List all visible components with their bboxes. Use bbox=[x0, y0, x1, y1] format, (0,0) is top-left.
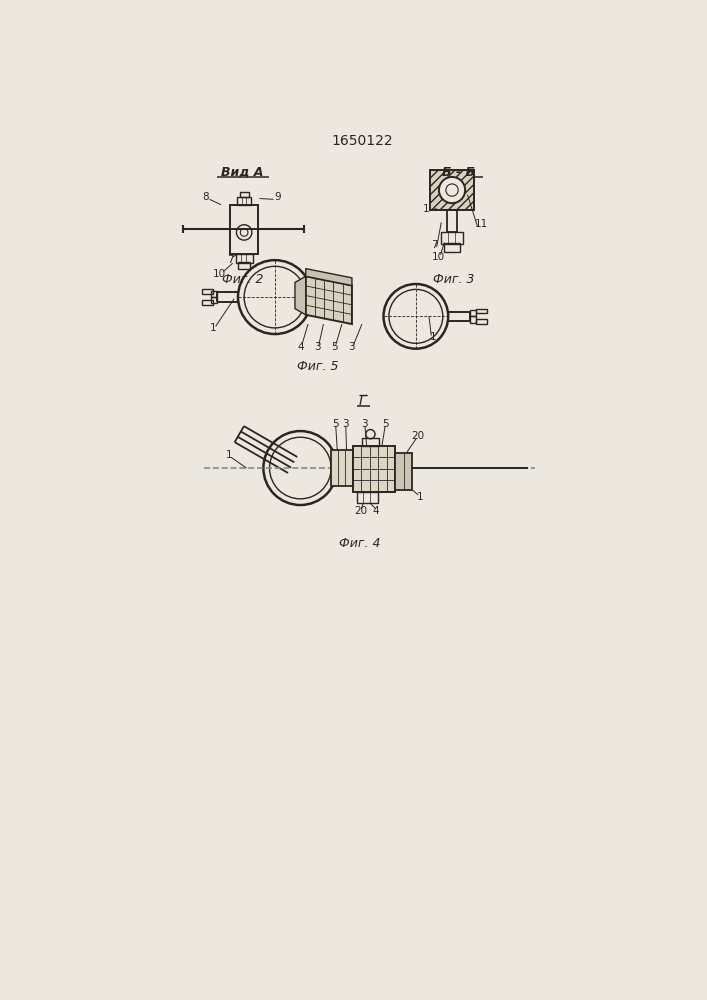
Circle shape bbox=[439, 177, 465, 203]
Bar bbox=[238, 262, 250, 269]
Text: Фиг. 5: Фиг. 5 bbox=[296, 360, 338, 373]
Bar bbox=[444, 243, 460, 252]
Bar bbox=[476, 309, 486, 313]
Bar bbox=[395, 453, 412, 490]
Text: 3: 3 bbox=[349, 342, 355, 352]
Text: 7: 7 bbox=[431, 240, 438, 250]
Text: 3: 3 bbox=[361, 419, 368, 429]
Bar bbox=[211, 297, 217, 303]
Bar bbox=[230, 205, 258, 254]
Polygon shape bbox=[305, 269, 352, 286]
Text: 7: 7 bbox=[227, 255, 233, 265]
Text: 3: 3 bbox=[341, 419, 349, 429]
Text: 3: 3 bbox=[314, 342, 320, 352]
Bar bbox=[238, 197, 251, 205]
Text: 5: 5 bbox=[382, 419, 388, 429]
Text: Фиг. 4: Фиг. 4 bbox=[339, 537, 380, 550]
Text: 10: 10 bbox=[213, 269, 226, 279]
Bar bbox=[469, 310, 476, 316]
Text: 20: 20 bbox=[354, 506, 367, 516]
Bar bbox=[201, 300, 213, 305]
Bar bbox=[447, 210, 457, 232]
Bar bbox=[240, 192, 249, 197]
Bar bbox=[476, 319, 486, 324]
Text: 1650122: 1650122 bbox=[332, 134, 394, 148]
Bar bbox=[331, 450, 353, 486]
Polygon shape bbox=[305, 276, 352, 324]
Text: 10: 10 bbox=[431, 252, 445, 262]
Text: Б - Б: Б - Б bbox=[442, 166, 474, 179]
Polygon shape bbox=[295, 276, 305, 315]
Text: 11: 11 bbox=[474, 219, 488, 229]
Text: Г: Г bbox=[359, 394, 367, 408]
Text: 5: 5 bbox=[331, 342, 337, 352]
Bar bbox=[469, 316, 476, 323]
Bar bbox=[362, 438, 379, 446]
Text: 1: 1 bbox=[226, 450, 232, 460]
Bar bbox=[353, 446, 395, 492]
Text: 1: 1 bbox=[210, 323, 216, 333]
Bar bbox=[201, 289, 213, 294]
Bar bbox=[441, 232, 463, 244]
Text: 1: 1 bbox=[423, 204, 429, 214]
Text: 8: 8 bbox=[202, 192, 209, 202]
Text: Фиг. 3: Фиг. 3 bbox=[433, 273, 474, 286]
Bar bbox=[431, 170, 474, 210]
Text: Вид А: Вид А bbox=[221, 166, 264, 179]
Text: 1: 1 bbox=[429, 332, 436, 342]
Bar bbox=[211, 291, 217, 297]
Text: 9: 9 bbox=[275, 192, 281, 202]
Bar bbox=[235, 254, 252, 263]
Text: 4: 4 bbox=[297, 342, 304, 352]
Text: 1: 1 bbox=[416, 492, 423, 502]
Bar bbox=[356, 492, 378, 503]
Text: Фиг. 2: Фиг. 2 bbox=[222, 273, 263, 286]
Text: 4: 4 bbox=[373, 506, 379, 516]
Text: 5: 5 bbox=[332, 419, 339, 429]
Text: 20: 20 bbox=[411, 431, 425, 441]
